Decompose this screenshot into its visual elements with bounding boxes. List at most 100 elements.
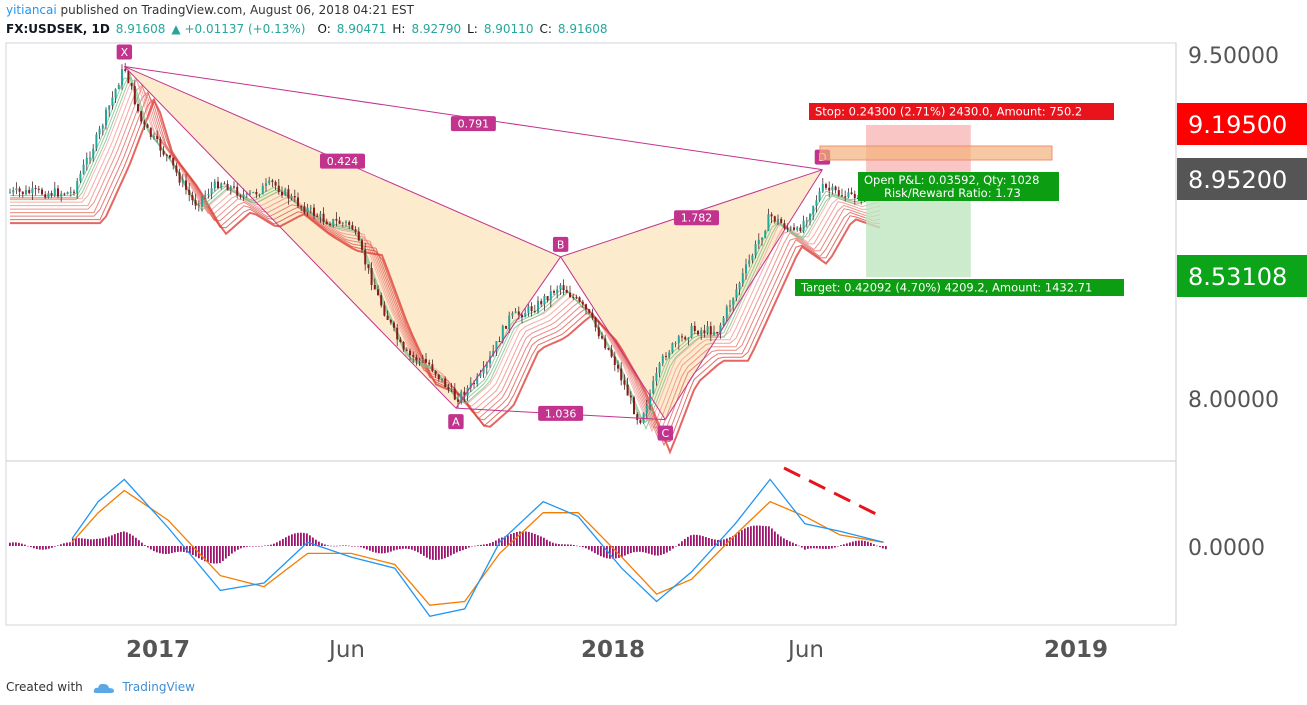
macd-histogram-bar (870, 542, 872, 546)
macd-histogram-bar (885, 546, 887, 550)
candle-body (636, 414, 639, 420)
candle-body (828, 187, 831, 191)
candle-body (306, 207, 309, 213)
candle-body (85, 157, 88, 165)
macd-histogram-bar (747, 527, 749, 546)
macd-histogram-bar (153, 546, 155, 552)
macd-histogram-bar (171, 546, 173, 554)
candle-body (693, 325, 696, 331)
candle-body (770, 214, 773, 217)
candle-body (92, 148, 95, 158)
macd-histogram-bar (837, 546, 839, 547)
macd-histogram-bar (351, 546, 353, 547)
macd-histogram-bar (213, 546, 215, 564)
candle-body (143, 121, 146, 125)
macd-histogram-bar (150, 546, 152, 550)
candle-body (361, 240, 363, 250)
macd-histogram-bar (828, 546, 830, 549)
macd-histogram-bar (93, 539, 95, 546)
macd-histogram-bar (327, 545, 329, 546)
candle-body (236, 186, 239, 196)
macd-histogram-bar (123, 531, 125, 546)
stop-price-tag: 9.19500 (1188, 111, 1287, 139)
macd-histogram-bar (306, 533, 308, 546)
candle-body (37, 188, 40, 190)
candle-body (153, 135, 155, 137)
candle-body (626, 384, 629, 396)
candle-body (412, 355, 415, 357)
candle-body (460, 391, 463, 402)
macd-histogram-bar (237, 546, 239, 550)
macd-histogram-bar (189, 546, 191, 554)
macd-histogram-bar (408, 546, 410, 550)
macd-histogram-bar (30, 546, 32, 548)
macd-histogram-bar (696, 534, 698, 546)
candle-body (591, 312, 594, 318)
macd-histogram-bar (135, 537, 137, 546)
macd-histogram-bar (861, 540, 863, 546)
point-b-label: B (557, 238, 565, 251)
candle-body (69, 191, 72, 193)
symbol-label: FX:USDSEK, 1D (6, 22, 110, 36)
tradingview-brand[interactable]: TradingView (122, 680, 195, 694)
candle-body (655, 373, 658, 382)
candle-body (482, 367, 485, 374)
macd-histogram-bar (729, 537, 731, 546)
candle-body (809, 213, 811, 221)
macd-histogram-bar (561, 544, 563, 546)
candle-body (341, 222, 344, 224)
macd-histogram-bar (429, 546, 431, 560)
candle-body (521, 314, 523, 318)
candle-body (73, 191, 75, 193)
macd-histogram-bar (426, 546, 428, 558)
macd-histogram-bar (81, 538, 83, 546)
close-value: 8.91608 (557, 22, 608, 36)
candle-body (818, 191, 821, 201)
macd-histogram-bar (396, 546, 398, 550)
candle-body (786, 228, 789, 230)
macd-histogram-bar (342, 545, 344, 546)
macd-histogram-bar (519, 531, 521, 546)
macd-histogram-bar (300, 532, 302, 546)
candle-body (623, 380, 626, 385)
macd-histogram-bar (225, 546, 227, 559)
macd-histogram-bar (651, 546, 653, 555)
candle-body (245, 192, 248, 195)
macd-histogram-bar (666, 546, 668, 553)
candle-body (101, 125, 104, 129)
macd-histogram-bar (546, 539, 548, 546)
macd-histogram-bar (258, 546, 260, 547)
candle-body (181, 180, 184, 183)
candle-body (690, 325, 693, 338)
macd-histogram-bar (54, 546, 56, 547)
x-tick-label: 2019 (1044, 637, 1108, 663)
macd-histogram-bar (876, 545, 878, 547)
candle-body (50, 193, 53, 196)
ma-line (10, 98, 881, 455)
footer: Created with TradingView (6, 680, 195, 694)
macd-histogram-bar (471, 546, 473, 547)
macd-histogram-bar (624, 546, 626, 556)
macd-histogram-bar (732, 535, 734, 546)
macd-histogram-bar (579, 546, 581, 547)
macd-histogram-bar (558, 544, 560, 546)
candle-body (66, 192, 69, 195)
close-label: C: (539, 22, 552, 36)
candle-body (661, 356, 664, 364)
candle-body (82, 164, 85, 174)
macd-histogram-bar (588, 546, 590, 550)
last-price: 8.91608 (115, 22, 166, 36)
macd-histogram-bar (9, 542, 11, 546)
candle-body (149, 127, 152, 137)
author-link[interactable]: yitiancai (6, 3, 57, 17)
candle-body (761, 237, 763, 240)
macd-histogram-bar (777, 534, 779, 546)
candle-body (805, 220, 808, 222)
macd-histogram-bar (867, 541, 869, 546)
x-tick-label: Jun (786, 637, 824, 663)
macd-histogram-bar (492, 542, 494, 546)
macd-histogram-bar (477, 545, 479, 546)
candle-body (380, 295, 383, 306)
point-a-label-bg (448, 414, 464, 430)
